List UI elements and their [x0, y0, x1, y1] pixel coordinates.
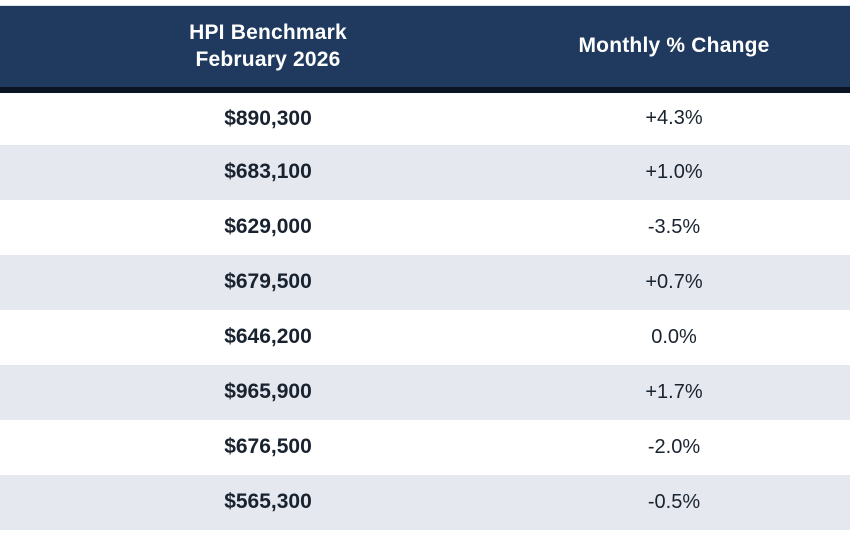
change-value: 0.0%	[651, 325, 697, 348]
benchmark-value: $646,200	[224, 325, 312, 348]
header-monthly-change: Monthly % Change	[536, 5, 850, 93]
page: HPI Benchmark February 2026 Monthly % Ch…	[0, 5, 850, 535]
table-row: $683,100 +1.0%	[0, 144, 850, 200]
header-benchmark-line1: HPI Benchmark	[189, 20, 347, 44]
benchmark-value: $965,900	[224, 380, 312, 403]
header-hpi-benchmark: HPI Benchmark February 2026	[0, 5, 536, 93]
benchmark-value: $679,500	[224, 270, 312, 293]
change-value: +0.7%	[645, 270, 703, 293]
table-row: $890,300 +4.3%	[0, 89, 850, 145]
change-value: +1.7%	[645, 380, 703, 403]
table-row: $676,500 -2.0%	[0, 419, 850, 475]
hpi-benchmark-table: HPI Benchmark February 2026 Monthly % Ch…	[0, 5, 850, 530]
change-value: -2.0%	[647, 435, 701, 458]
change-value: -3.5%	[647, 215, 701, 238]
benchmark-value: $676,500	[224, 435, 312, 458]
change-value: +1.0%	[645, 160, 703, 183]
change-value: -0.5%	[647, 490, 701, 513]
benchmark-value: $629,000	[224, 215, 312, 238]
benchmark-value: $890,300	[224, 106, 312, 130]
table-row: $646,200 0.0%	[0, 309, 850, 365]
table-header: HPI Benchmark February 2026 Monthly % Ch…	[0, 5, 850, 93]
table-row: $629,000 -3.5%	[0, 199, 850, 255]
header-row: HPI Benchmark February 2026 Monthly % Ch…	[0, 5, 850, 93]
table-row: $965,900 +1.7%	[0, 364, 850, 420]
benchmark-value: $565,300	[224, 490, 312, 513]
benchmark-value: $683,100	[224, 160, 312, 183]
table-body: $890,300 +4.3% $683,100 +1.0% $629,000 -…	[0, 89, 850, 530]
table-row: $679,500 +0.7%	[0, 254, 850, 310]
header-benchmark-line2: February 2026	[195, 48, 341, 72]
change-value: +4.3%	[645, 107, 703, 129]
table-row: $565,300 -0.5%	[0, 474, 850, 530]
header-change-label: Monthly % Change	[578, 34, 770, 58]
